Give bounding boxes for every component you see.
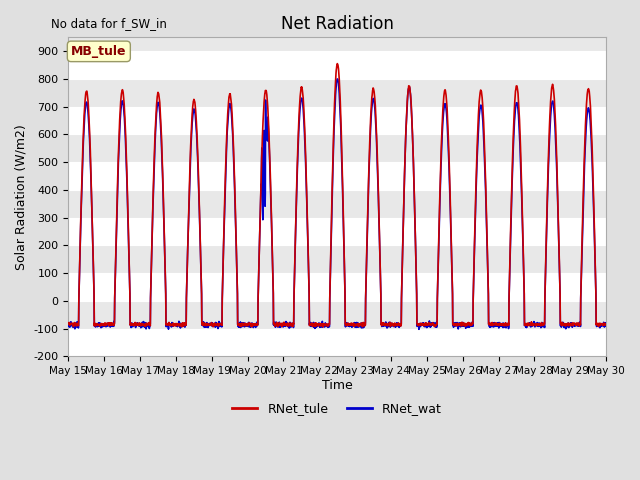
Y-axis label: Solar Radiation (W/m2): Solar Radiation (W/m2) <box>15 124 28 270</box>
Bar <box>68 217 606 245</box>
RNet_tule <box>602 321 610 327</box>
RNet_wat <box>353 323 360 328</box>
RNet_tule <box>353 322 361 327</box>
Bar <box>68 107 606 134</box>
Line: RNet_tule: RNet_tule <box>68 64 606 327</box>
Bar <box>68 134 606 162</box>
Line: RNet_wat: RNet_wat <box>68 79 606 329</box>
RNet_tule <box>65 320 72 326</box>
Title: Net Radiation: Net Radiation <box>281 15 394 33</box>
Text: No data for f_SW_in: No data for f_SW_in <box>51 17 167 30</box>
Legend: RNet_tule, RNet_wat: RNet_tule, RNet_wat <box>227 397 447 420</box>
RNet_wat <box>214 324 222 329</box>
RNet_tule <box>570 321 578 326</box>
RNet_wat <box>415 326 423 332</box>
RNet_tule <box>214 322 222 328</box>
RNet_wat <box>555 241 563 247</box>
Bar <box>68 273 606 301</box>
X-axis label: Time: Time <box>322 379 353 392</box>
RNet_wat <box>65 321 72 326</box>
Bar <box>68 329 606 356</box>
Bar <box>68 190 606 217</box>
RNet_tule <box>365 175 372 180</box>
RNet_wat <box>493 324 501 329</box>
RNet_wat <box>365 189 372 194</box>
RNet_tule <box>555 236 563 242</box>
Bar <box>68 79 606 107</box>
Bar <box>68 245 606 273</box>
RNet_tule <box>319 324 327 330</box>
Bar <box>68 51 606 79</box>
Bar <box>68 162 606 190</box>
RNet_wat <box>333 76 341 82</box>
RNet_tule <box>333 61 341 67</box>
Bar <box>68 301 606 329</box>
Text: MB_tule: MB_tule <box>71 45 127 58</box>
RNet_wat <box>602 322 610 328</box>
RNet_tule <box>493 321 501 327</box>
RNet_wat <box>570 321 578 326</box>
